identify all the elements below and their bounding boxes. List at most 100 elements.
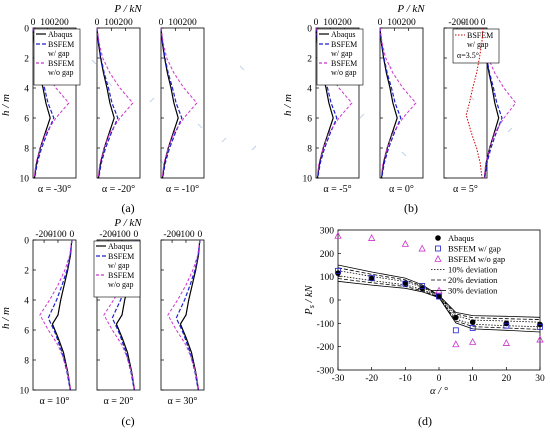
x-tick-label: -100 <box>49 230 67 240</box>
legend-label: w/o gap <box>108 280 134 289</box>
series-line <box>465 27 484 179</box>
y-tick-label: 8 <box>24 145 29 155</box>
deviation-line <box>337 278 541 330</box>
x-tick-label: 200 <box>402 18 417 28</box>
y-tick-label: 6 <box>24 327 29 337</box>
x-tick-label: 0 <box>31 18 36 28</box>
alpha-label: α = -5° <box>323 184 351 195</box>
legend-label: w/ gap <box>108 261 130 270</box>
series-line <box>47 239 73 391</box>
x-axis-label: α / ° <box>430 386 449 397</box>
bsfem-nogap-point <box>334 231 342 239</box>
x-tick-label: 200 <box>338 18 353 28</box>
y-tick-label: 300 <box>320 227 335 237</box>
y-tick-label: -300 <box>317 367 335 377</box>
abaqus-point <box>453 314 459 321</box>
bsfem-nogap-point <box>418 244 426 252</box>
subplot--20°: 0 100 200 α = -20° <box>95 18 141 195</box>
legend-box <box>93 240 141 298</box>
subplot-5°: -200-100 0 α = 5° <box>443 18 517 195</box>
panel-label-d: (d) <box>418 414 432 428</box>
plot-frame <box>443 27 488 179</box>
legend-swatch <box>434 254 442 262</box>
series-line <box>379 27 417 179</box>
legend-label: w/o gap <box>331 68 357 77</box>
x-tick-label: 200 <box>119 18 134 28</box>
bsfem-nogap-point <box>468 337 477 345</box>
series-line <box>160 27 179 179</box>
legend-label: BSFEM <box>331 59 357 68</box>
y-tick-label: -100 <box>317 320 335 330</box>
alpha-label: α = 10° <box>40 396 70 407</box>
bsfem-gap-point <box>503 322 510 329</box>
alpha-label: α = 5° <box>453 184 478 195</box>
plot-frame <box>315 27 360 179</box>
bsfem-gap-point <box>452 327 459 334</box>
y-axis-label: Ps / kN <box>304 284 316 315</box>
legend-swatch <box>435 235 441 241</box>
x-tick-label: -20 <box>365 374 378 384</box>
legend-label: w/o gap <box>48 68 74 77</box>
legend-label: w/ gap <box>467 40 489 49</box>
x-tick-label: 0 <box>378 18 383 28</box>
y-tick-label: 8 <box>307 145 312 155</box>
x-tick-label: -10 <box>399 374 412 384</box>
x-tick-label: 10 <box>468 374 478 384</box>
y-tick-label: 4 <box>24 297 29 307</box>
series-line <box>96 27 134 179</box>
legend-label: 20% deviation <box>448 275 498 285</box>
y-tick-label: 0 <box>24 25 29 35</box>
legend-label: BSFEM w/ gap <box>448 244 501 254</box>
y-tick-label: 2 <box>24 267 29 277</box>
plot-frame <box>160 27 205 179</box>
y-tick-label: 0 <box>307 25 312 35</box>
x-tick-label: 100 <box>387 18 402 28</box>
panel-d: -30 -20 -10 0 10 20 303002001000-100-200-300α … <box>304 227 545 429</box>
y-tick-label: 6 <box>24 115 29 125</box>
y-tick-label: 4 <box>307 85 312 95</box>
bsfem-gap-point <box>419 283 426 289</box>
series-line <box>51 239 73 391</box>
faint-marks <box>91 59 513 165</box>
legend-label: BSFEM <box>331 40 357 49</box>
x-tick-label: -100 <box>177 230 195 240</box>
x-tick-label: -200 <box>35 230 53 240</box>
alpha-label: α = 0° <box>389 184 414 195</box>
abaqus-point <box>436 293 442 300</box>
x-tick-label: 0 <box>197 230 202 240</box>
alpha-label: α = 30° <box>168 396 198 407</box>
abaqus-point <box>402 280 409 287</box>
bsfem-nogap-point <box>502 339 511 346</box>
alpha-label: α = -20° <box>102 184 135 195</box>
series-line <box>379 27 402 179</box>
plot-frame <box>32 239 77 391</box>
bsfem-gap-point <box>335 267 341 274</box>
legend-label: Abaqus <box>108 242 132 251</box>
deviation-line <box>337 264 541 318</box>
alpha-label: α = -30° <box>38 184 71 195</box>
x-tick-label: 0 <box>314 18 319 28</box>
series-line <box>179 239 201 391</box>
y-tick-label: 200 <box>320 250 335 260</box>
x-tick-label: 100 <box>104 18 119 28</box>
x-tick-label: 0 <box>481 18 486 28</box>
bsfem-gap-point <box>469 325 476 331</box>
legend-box <box>33 28 81 86</box>
y-tick-label: 10 <box>20 175 30 185</box>
legend-label: BSFEM w/o gap <box>448 254 505 264</box>
y-tick-label: 10 <box>20 387 30 397</box>
plot-frame <box>160 239 205 391</box>
x-tick-label: 100 <box>168 18 183 28</box>
legend-label: BSFEM <box>48 40 74 49</box>
x-tick-label: 20 <box>502 374 512 384</box>
x-tick-label: 100 <box>40 18 55 28</box>
legend-label: Abaqus <box>331 30 355 39</box>
legend-label: α=3.5° <box>457 51 479 60</box>
y-tick-label: 4 <box>24 85 29 95</box>
